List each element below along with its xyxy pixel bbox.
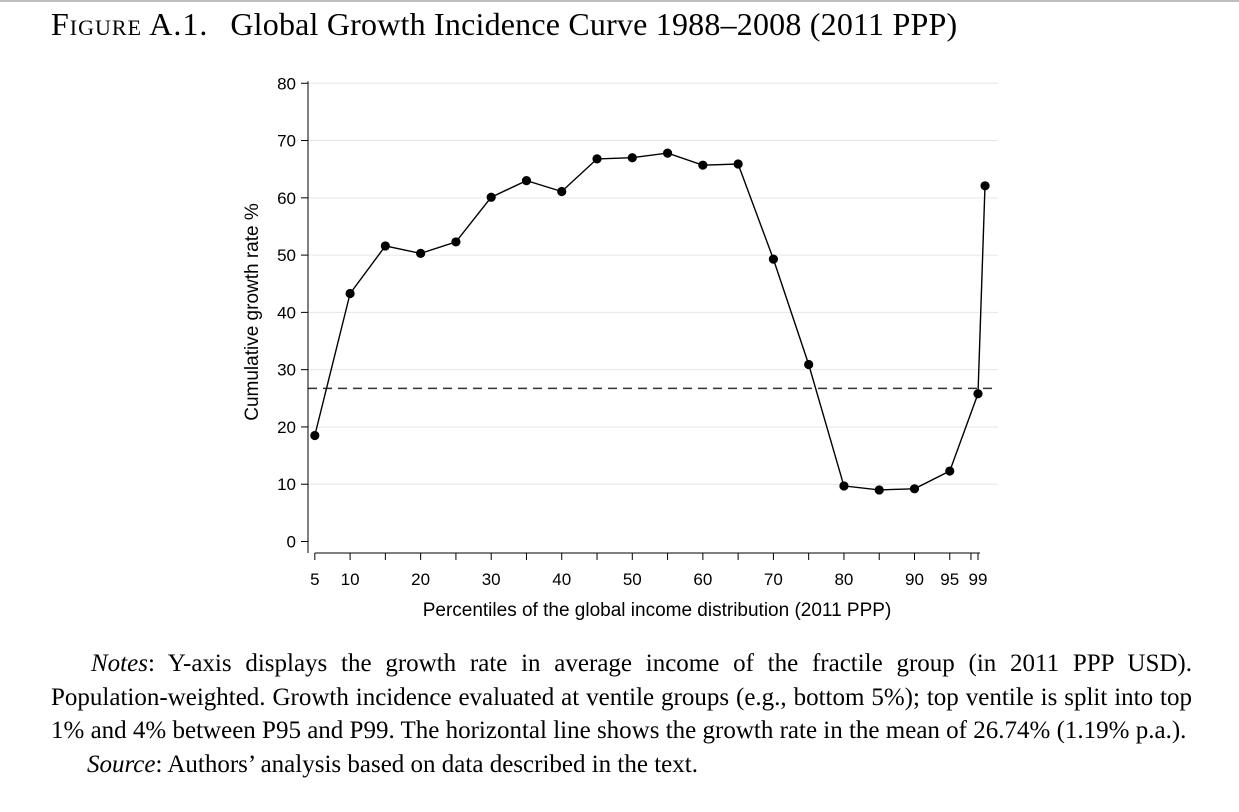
data-point-p15 — [380, 241, 390, 251]
notes-label: Notes — [91, 650, 148, 677]
data-point-p100 — [980, 181, 990, 191]
data-point-p80 — [839, 481, 849, 491]
data-point-p30 — [486, 192, 496, 202]
x-tick-label-30: 30 — [482, 570, 501, 589]
y-tick-label-70: 70 — [277, 132, 296, 151]
data-point-p70 — [768, 254, 778, 264]
x-tick-label-40: 40 — [552, 570, 571, 589]
figure-label: Figure A.1. — [51, 6, 209, 42]
data-point-p95 — [945, 466, 955, 476]
y-tick-label-0: 0 — [287, 533, 296, 552]
y-axis-label: Cumulative growth rate % — [242, 203, 263, 421]
top-rule — [0, 0, 1239, 2]
y-tick-label-50: 50 — [277, 246, 296, 265]
data-point-p65 — [733, 159, 743, 169]
series-line — [314, 152, 986, 491]
x-tick-label-5: 5 — [310, 570, 319, 589]
data-points — [310, 148, 990, 495]
y-axis-ticks: 0 10 20 30 40 50 60 70 80 — [277, 74, 308, 552]
y-tick-label-30: 30 — [277, 361, 296, 380]
x-tick-label-60: 60 — [693, 570, 712, 589]
data-point-p90 — [909, 484, 920, 494]
y-tick-label-80: 80 — [277, 74, 296, 93]
x-axis-label: Percentiles of the global income distrib… — [423, 600, 892, 621]
grid-lines — [308, 82, 998, 485]
x-tick-label-50: 50 — [623, 570, 642, 589]
data-point-p10 — [345, 288, 355, 299]
data-point-p55 — [662, 148, 673, 158]
x-tick-label-95: 95 — [940, 570, 959, 589]
data-point-p35 — [521, 176, 532, 186]
data-point-p60 — [698, 160, 708, 170]
data-point-p5 — [310, 430, 320, 441]
figure-title: Figure A.1. Global Growth Incidence Curve… — [51, 2, 957, 46]
x-tick-label-70: 70 — [764, 570, 783, 589]
source-text: : Authors’ analysis based on data descri… — [155, 750, 698, 778]
data-point-p25 — [451, 237, 461, 247]
x-tick-label-90: 90 — [905, 570, 924, 589]
x-axis-ticks: 5 10 20 30 40 50 60 70 80 90 95 99 — [310, 553, 987, 589]
data-point-p45 — [592, 154, 602, 164]
figure-title-text: Global Growth Incidence Curve 1988–2008 … — [230, 6, 958, 42]
y-tick-label-40: 40 — [277, 303, 296, 322]
y-tick-label-20: 20 — [277, 418, 296, 437]
growth-incidence-chart: 0 10 20 30 40 50 60 70 80 5 10 20 30 40 50 60 70 80 90 95 9… — [242, 74, 998, 621]
data-point-p50 — [627, 153, 637, 163]
y-tick-label-60: 60 — [277, 189, 296, 208]
y-tick-label-10: 10 — [277, 475, 296, 494]
x-tick-label-20: 20 — [411, 570, 430, 589]
figure-notes: Notes: Y-axis displays the growth rate i… — [51, 647, 1192, 781]
notes-text: : Y-axis displays the growth rate in ave… — [51, 650, 1192, 744]
x-tick-label-80: 80 — [834, 570, 853, 589]
data-point-p20 — [416, 248, 426, 258]
source-label: Source — [87, 750, 156, 778]
data-point-p40 — [557, 186, 567, 197]
data-point-p85 — [874, 485, 884, 495]
data-point-p75 — [804, 359, 814, 370]
x-tick-label-99: 99 — [969, 570, 988, 589]
x-tick-label-10: 10 — [341, 570, 360, 589]
data-point-p99 — [973, 389, 983, 399]
